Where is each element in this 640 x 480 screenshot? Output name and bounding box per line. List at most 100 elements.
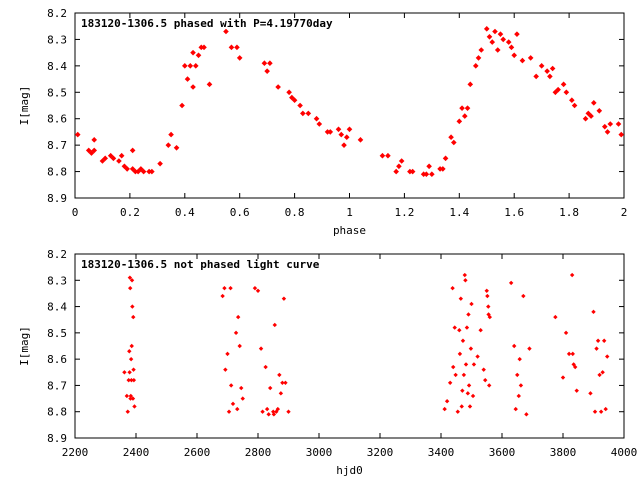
data-point [481,367,486,372]
x-tick-label: 1.4 [449,206,469,219]
data-point [286,89,292,96]
data-point [236,55,243,61]
x-tick-label: 4000 [611,446,638,459]
data-point [190,49,196,56]
data-point [468,346,474,351]
x-tick-label: 0.2 [120,206,140,219]
data-point [456,118,463,125]
x-tick-label: 3400 [428,446,455,459]
data-point [165,142,172,148]
data-point [426,163,432,170]
data-point [122,370,127,375]
data-point [234,44,240,51]
data-point [618,131,625,138]
data-point [470,393,476,399]
y-tick-label: 8.2 [47,7,67,20]
data-point [110,155,117,162]
data-point [239,385,244,391]
x-tick-label: 3200 [367,446,394,459]
y-tick-label: 8.9 [47,192,67,205]
data-point [512,343,517,349]
data-point [260,409,265,414]
data-point [118,152,125,159]
data-point [466,383,472,388]
data-point [126,377,131,383]
data-point [591,309,596,315]
data-point [125,409,130,414]
data-point [472,63,479,69]
x-axis-label: phase [333,224,366,237]
data-point [497,31,504,37]
data-point [457,328,462,333]
data-point [124,166,130,172]
data-point [235,406,240,412]
phased-light-curve-panel: 183120-1306.5 phased with P=4.19770day p… [18,7,627,237]
data-point [258,346,264,351]
data-point [483,377,488,383]
y-axis-label: I[mag] [18,86,31,126]
data-point [228,285,233,291]
data-point [549,65,556,72]
data-point [131,377,137,383]
data-point [521,293,526,299]
data-point [343,134,350,141]
data-point [458,296,464,301]
data-point [263,364,268,370]
data-point [116,158,122,164]
data-point [184,76,191,82]
data-point [91,137,98,143]
data-point [233,330,239,336]
data-point [271,412,277,417]
data-point [457,351,463,357]
data-point [264,68,270,74]
data-point [475,55,482,61]
data-point [206,81,213,88]
data-point [173,144,180,151]
data-point [582,115,589,122]
data-point [492,28,498,35]
data-point [505,39,512,45]
data-point [483,26,490,32]
x-tick-label: 2200 [62,446,89,459]
y-tick-label: 8.7 [47,139,67,152]
data-point [88,150,95,156]
y-tick-label: 8.3 [47,33,67,46]
data-point [508,44,515,51]
data-point [335,126,342,133]
data-point [429,171,435,178]
y-axis-label: I[mag] [18,326,31,366]
data-point [149,168,155,175]
x-tick-label: 2400 [123,446,150,459]
data-point [595,338,601,343]
data-point [85,147,92,154]
data-point [475,354,480,359]
data-point [297,102,303,109]
data-point [195,52,202,59]
data-point [511,52,517,59]
data-point [223,28,229,35]
x-axis-label: hjd0 [336,464,363,477]
x-tick-label: 2800 [245,446,272,459]
data-point [573,364,578,370]
data-point [486,383,492,388]
data-point [465,391,471,396]
data-point [494,47,501,53]
data-point [452,325,457,330]
data-point [607,121,614,127]
data-point [201,44,207,51]
data-point [464,105,471,111]
data-point [129,147,136,154]
data-point [187,63,194,69]
data-point [555,86,561,93]
data-point [460,388,465,393]
y-tick-label: 8.4 [47,60,67,73]
data-point [316,121,323,127]
data-point [513,406,518,412]
data-point [560,375,566,380]
data-point [275,406,281,412]
data-point [264,406,270,412]
data-point [461,372,467,378]
data-point [459,404,464,409]
data-point [544,68,550,74]
data-point [129,377,134,383]
